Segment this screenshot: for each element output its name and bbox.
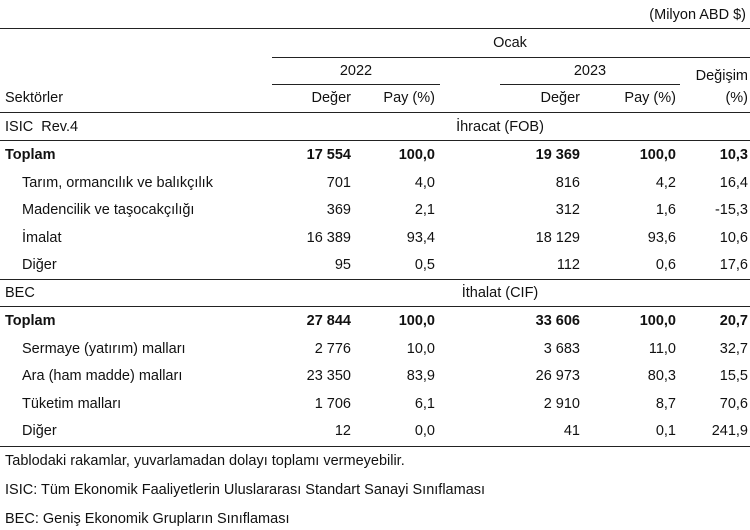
- cell: 112: [556, 257, 580, 273]
- row-label: Toplam: [5, 147, 56, 163]
- classification: BEC: [5, 285, 35, 301]
- cell: 41: [563, 423, 580, 439]
- cell: 100,0: [639, 147, 676, 163]
- row-label: Diğer: [22, 257, 57, 273]
- cell: 4,2: [655, 174, 676, 191]
- cell: 93,6: [647, 229, 676, 246]
- cell: 3 683: [543, 340, 580, 357]
- row-label: İmalat: [22, 229, 62, 246]
- row-label: Madencilik ve taşocakçılığı: [22, 202, 195, 218]
- cell: 1,6: [655, 202, 676, 218]
- cell: 32,7: [719, 340, 748, 357]
- cell: 16 389: [306, 229, 351, 246]
- cell: 0,1: [655, 423, 676, 439]
- rule: [0, 28, 750, 29]
- cell: 23 350: [306, 368, 351, 384]
- row-label: Sermaye (yatırım) malları: [22, 340, 186, 357]
- cell: 10,6: [719, 229, 748, 246]
- cell: 33 606: [535, 313, 580, 329]
- cell: 312: [555, 202, 580, 218]
- cell: 0,6: [655, 257, 676, 273]
- cell: 11,0: [648, 340, 676, 357]
- classification: ISIC Rev.4: [5, 119, 79, 135]
- column-header: Pay (%): [383, 90, 435, 106]
- cell: 369: [326, 202, 351, 218]
- cell: 70,6: [719, 395, 748, 412]
- cell: 17,6: [719, 257, 748, 273]
- cell: 26 973: [535, 368, 580, 384]
- cell: 19 369: [535, 147, 580, 163]
- cell: 0,5: [414, 257, 435, 273]
- rule: [272, 84, 440, 85]
- cell: 100,0: [398, 313, 435, 329]
- rule: [0, 112, 750, 113]
- row-label: Diğer: [22, 423, 57, 439]
- period: Ocak: [493, 35, 527, 51]
- year: 2023: [573, 63, 607, 79]
- cell: 12: [334, 423, 351, 439]
- cell: 80,3: [647, 368, 676, 384]
- cell: 8,7: [655, 395, 676, 412]
- rule: [0, 140, 750, 141]
- row-label: Toplam: [5, 313, 56, 329]
- rule: [0, 446, 750, 447]
- year: 2022: [339, 63, 373, 79]
- cell: 2 910: [543, 395, 580, 412]
- cell: 2,1: [414, 202, 435, 218]
- cell: 20,7: [719, 313, 748, 329]
- rule: [0, 306, 750, 307]
- cell: 18 129: [535, 229, 580, 246]
- cell: 83,9: [406, 368, 435, 384]
- cell: 816: [555, 174, 580, 191]
- column-header: Sektörler: [5, 90, 64, 106]
- cell: 100,0: [398, 147, 435, 163]
- cell: 10,0: [406, 340, 435, 357]
- cell: 241,9: [711, 423, 748, 439]
- cell: 15,5: [719, 368, 748, 384]
- rule: [272, 57, 750, 58]
- column-header: Pay (%): [624, 90, 676, 106]
- cell: 100,0: [639, 313, 676, 329]
- change-header: Değişim: [695, 68, 748, 84]
- cell: 701: [326, 174, 351, 191]
- note: ISIC: Tüm Ekonomik Faaliyetlerin Uluslar…: [5, 482, 486, 498]
- row-label: Tarım, ormancılık ve balıkçılık: [22, 174, 213, 191]
- cell: 27 844: [306, 313, 351, 329]
- cell: 6,1: [414, 395, 435, 412]
- cell: 93,4: [406, 229, 435, 246]
- cell: 4,0: [414, 174, 435, 191]
- cell: 95: [334, 257, 351, 273]
- column-header: Değer: [311, 90, 352, 106]
- cell: 10,3: [719, 147, 748, 163]
- note: Tablodaki rakamlar, yuvarlamadan dolayı …: [5, 453, 405, 469]
- cell: -15,3: [714, 202, 748, 218]
- cell: 2 776: [314, 340, 351, 357]
- column-header: Değer: [540, 90, 581, 106]
- rule: [0, 279, 750, 280]
- row-label: Tüketim malları: [22, 395, 122, 412]
- flow: İthalat (CIF): [461, 285, 539, 301]
- unit: (Milyon ABD $): [649, 7, 746, 23]
- cell: 17 554: [306, 147, 351, 163]
- row-label: Ara (ham madde) malları: [22, 368, 183, 384]
- cell: 1 706: [314, 395, 351, 412]
- column-header: (%): [725, 90, 748, 106]
- flow: İhracat (FOB): [456, 119, 544, 135]
- note: BEC: Geniş Ekonomik Grupların Sınıflamas…: [5, 511, 290, 527]
- rule: [500, 84, 680, 85]
- cell: 0,0: [414, 423, 435, 439]
- cell: 16,4: [719, 174, 748, 191]
